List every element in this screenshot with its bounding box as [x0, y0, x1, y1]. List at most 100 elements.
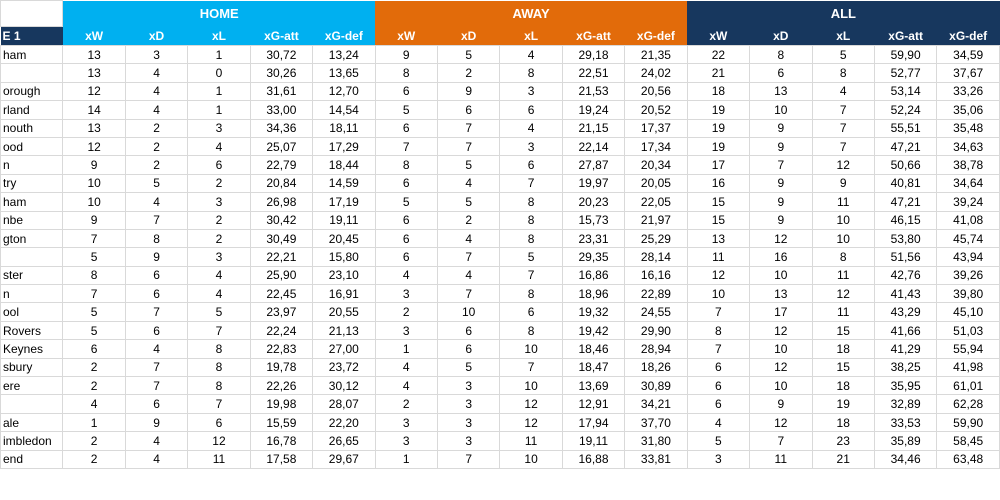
away-xl-cell[interactable]: 11: [499, 431, 563, 451]
away-xg-att-cell[interactable]: 22,14: [561, 136, 626, 157]
all-xg-att-cell[interactable]: 35,89: [873, 431, 938, 451]
all-xd-cell[interactable]: 9: [749, 173, 813, 194]
away-xg-def-cell[interactable]: 25,29: [624, 228, 688, 249]
home-xg-att-cell[interactable]: 23,97: [249, 302, 314, 322]
home-xd-cell[interactable]: 7: [124, 357, 189, 378]
away-xg-att-cell[interactable]: 21,15: [561, 118, 626, 138]
all-xl-cell[interactable]: 9: [811, 173, 875, 194]
team-name-cell[interactable]: imbledon: [0, 431, 64, 451]
home-xd-cell[interactable]: 8: [124, 228, 189, 249]
away-xd-cell[interactable]: 7: [436, 284, 501, 304]
home-xw-cell[interactable]: 13: [62, 63, 126, 83]
home-xl-cell[interactable]: 4: [187, 284, 251, 304]
all-xl-cell[interactable]: 18: [811, 376, 875, 396]
all-xg-def-cell[interactable]: 38,78: [936, 155, 1000, 175]
home-xg-def-cell[interactable]: 19,11: [312, 210, 376, 230]
home-xl-cell[interactable]: 12: [187, 431, 251, 451]
away-xd-cell[interactable]: 7: [436, 118, 501, 138]
home-xl-cell[interactable]: 0: [187, 63, 251, 83]
home-xg-def-cell[interactable]: 20,55: [312, 302, 376, 322]
all-xg-def-cell[interactable]: 37,67: [936, 63, 1000, 83]
away-xd-cell[interactable]: 4: [436, 173, 501, 194]
team-name-cell[interactable]: sbury: [0, 357, 64, 378]
away-xl-cell[interactable]: 7: [499, 173, 563, 194]
away-xd-cell[interactable]: 3: [436, 394, 501, 414]
all-xd-cell[interactable]: 9: [749, 192, 813, 212]
all-xg-att-cell[interactable]: 50,66: [873, 155, 938, 175]
home-xg-att-cell[interactable]: 30,26: [249, 63, 314, 83]
away-xl-cell[interactable]: 10: [499, 339, 563, 359]
all-xd-cell[interactable]: 11: [749, 449, 813, 469]
all-xw-cell[interactable]: 13: [686, 228, 751, 249]
away-xw-cell[interactable]: 1: [374, 449, 438, 469]
all-xd-cell[interactable]: 12: [749, 357, 813, 378]
all-xd-cell[interactable]: 17: [749, 302, 813, 322]
all-xg-def-cell[interactable]: 58,45: [936, 431, 1000, 451]
away-xw-cell[interactable]: 6: [374, 118, 438, 138]
home-xg-att-cell[interactable]: 16,78: [249, 431, 314, 451]
away-xg-att-cell[interactable]: 16,86: [561, 265, 626, 286]
home-xg-def-cell[interactable]: 13,24: [312, 44, 376, 65]
away-xw-cell[interactable]: 3: [374, 320, 438, 341]
away-xd-cell[interactable]: 6: [436, 339, 501, 359]
all-xl-cell[interactable]: 12: [811, 155, 875, 175]
team-name-cell[interactable]: [0, 394, 64, 414]
away-xl-cell[interactable]: 4: [499, 118, 563, 138]
away-xg-def-cell[interactable]: 33,81: [624, 449, 688, 469]
away-xg-def-cell[interactable]: 24,55: [624, 302, 688, 322]
all-xw-cell[interactable]: 22: [686, 44, 751, 65]
home-xd-cell[interactable]: 6: [124, 265, 189, 286]
home-xw-cell[interactable]: 5: [62, 302, 126, 322]
all-xd-cell[interactable]: 12: [749, 412, 813, 433]
away-xd-cell[interactable]: 7: [436, 449, 501, 469]
home-xl-cell[interactable]: 4: [187, 136, 251, 157]
all-xg-att-cell[interactable]: 38,25: [873, 357, 938, 378]
team-name-cell[interactable]: Rovers: [0, 320, 64, 341]
away-xg-att-cell[interactable]: 20,23: [561, 192, 626, 212]
all-xl-cell[interactable]: 7: [811, 118, 875, 138]
all-xd-cell[interactable]: 9: [749, 394, 813, 414]
all-xw-cell[interactable]: 19: [686, 118, 751, 138]
home-xd-cell[interactable]: 4: [124, 192, 189, 212]
all-xw-cell[interactable]: 19: [686, 136, 751, 157]
home-xl-cell[interactable]: 5: [187, 302, 251, 322]
away-xd-cell[interactable]: 5: [436, 357, 501, 378]
away-xd-cell[interactable]: 2: [436, 210, 501, 230]
away-xg-att-cell[interactable]: 19,11: [561, 431, 626, 451]
away-xd-cell[interactable]: 7: [436, 247, 501, 267]
away-xl-cell[interactable]: 8: [499, 228, 563, 249]
all-xg-att-cell[interactable]: 34,46: [873, 449, 938, 469]
all-xg-def-cell[interactable]: 59,90: [936, 412, 1000, 433]
all-xl-cell[interactable]: 8: [811, 247, 875, 267]
away-xg-def-cell[interactable]: 20,34: [624, 155, 688, 175]
all-xl-cell[interactable]: 10: [811, 210, 875, 230]
home-xd-cell[interactable]: 4: [124, 100, 189, 120]
away-xg-att-cell[interactable]: 16,88: [561, 449, 626, 469]
away-xg-def-cell[interactable]: 20,52: [624, 100, 688, 120]
away-xw-cell[interactable]: 6: [374, 228, 438, 249]
home-xg-att-cell[interactable]: 30,49: [249, 228, 314, 249]
away-xd-cell[interactable]: 6: [436, 320, 501, 341]
home-xl-cell[interactable]: 3: [187, 118, 251, 138]
away-xl-cell[interactable]: 3: [499, 136, 563, 157]
all-xw-cell[interactable]: 7: [686, 302, 751, 322]
all-xd-cell[interactable]: 10: [749, 265, 813, 286]
away-xw-cell[interactable]: 6: [374, 210, 438, 230]
home-xw-cell[interactable]: 6: [62, 339, 126, 359]
away-xw-cell[interactable]: 1: [374, 339, 438, 359]
home-xg-def-cell[interactable]: 15,80: [312, 247, 376, 267]
away-xw-cell[interactable]: 5: [374, 192, 438, 212]
home-xl-cell[interactable]: 7: [187, 394, 251, 414]
home-xg-att-cell[interactable]: 22,26: [249, 376, 314, 396]
home-xg-def-cell[interactable]: 16,91: [312, 284, 376, 304]
away-xw-cell[interactable]: 3: [374, 412, 438, 433]
all-xg-def-cell[interactable]: 61,01: [936, 376, 1000, 396]
away-xg-att-cell[interactable]: 19,24: [561, 100, 626, 120]
home-xl-cell[interactable]: 11: [187, 449, 251, 469]
home-xl-cell[interactable]: 8: [187, 357, 251, 378]
home-xd-cell[interactable]: 4: [124, 449, 189, 469]
away-xg-att-cell[interactable]: 21,53: [561, 81, 626, 102]
team-name-cell[interactable]: ham: [0, 44, 64, 65]
team-name-cell[interactable]: try: [0, 173, 64, 194]
all-xw-cell[interactable]: 21: [686, 63, 751, 83]
